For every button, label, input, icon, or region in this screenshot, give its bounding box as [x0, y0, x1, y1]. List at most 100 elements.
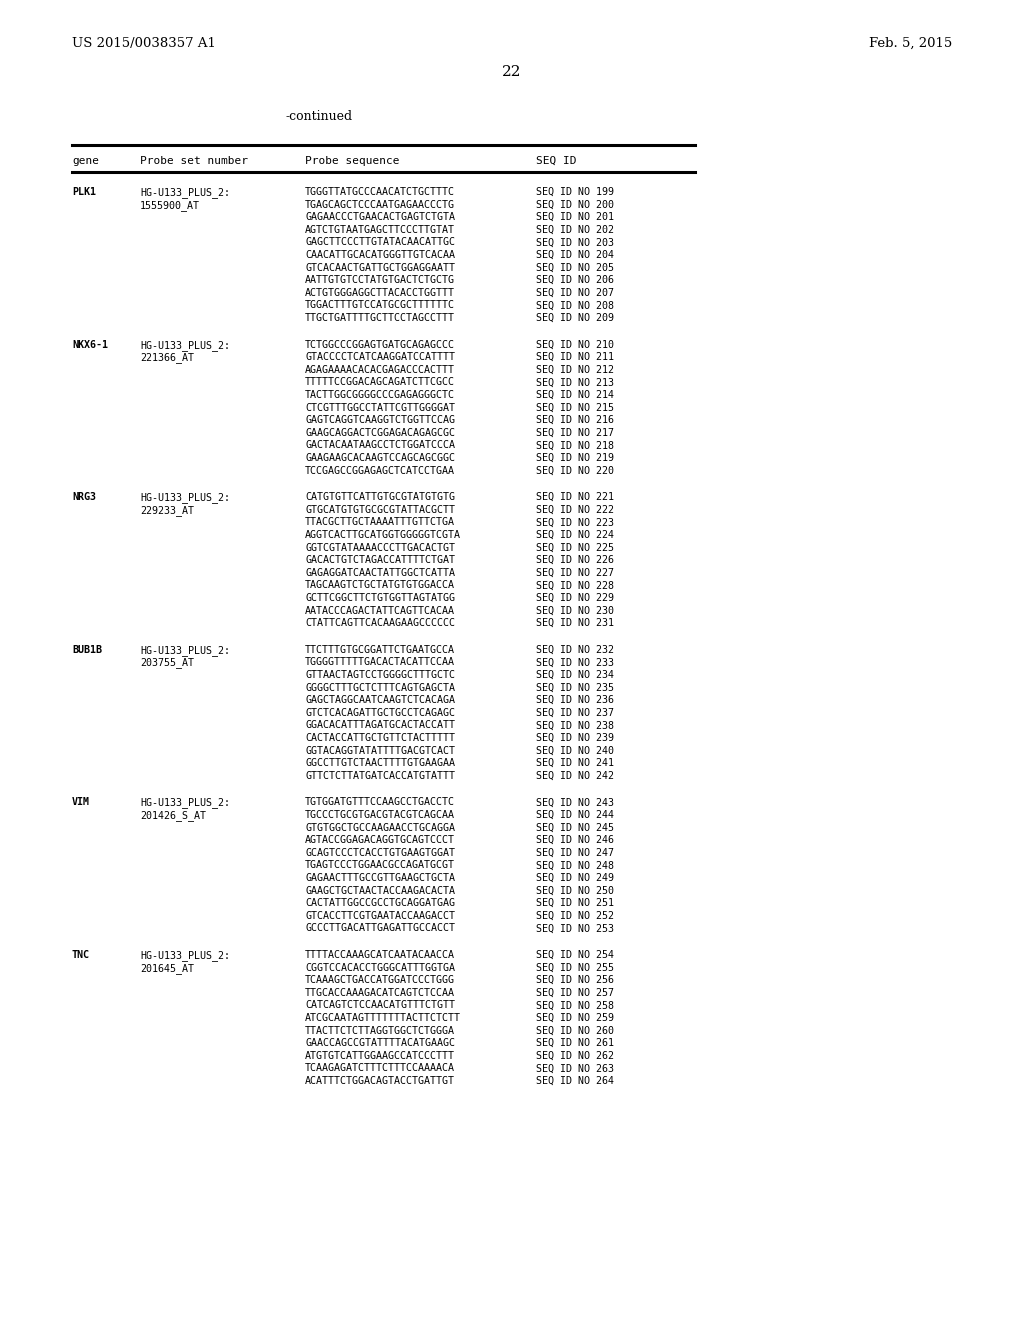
Text: SEQ ID NO 206: SEQ ID NO 206	[536, 275, 614, 285]
Text: 203755_AT: 203755_AT	[140, 657, 194, 668]
Text: AGGTCACTTGCATGGTGGGGGTCGTA: AGGTCACTTGCATGGTGGGGGTCGTA	[305, 531, 461, 540]
Text: SEQ ID NO 221: SEQ ID NO 221	[536, 492, 614, 502]
Text: SEQ ID: SEQ ID	[536, 156, 577, 166]
Text: SEQ ID NO 244: SEQ ID NO 244	[536, 810, 614, 820]
Text: SEQ ID NO 223: SEQ ID NO 223	[536, 517, 614, 528]
Text: SEQ ID NO 245: SEQ ID NO 245	[536, 822, 614, 833]
Text: SEQ ID NO 209: SEQ ID NO 209	[536, 313, 614, 323]
Text: GACACTGTCTAGACCATTTTCTGAT: GACACTGTCTAGACCATTTTCTGAT	[305, 556, 455, 565]
Text: 221366_AT: 221366_AT	[140, 352, 194, 363]
Text: TGCCCTGCGTGACGTACGTCAGCAA: TGCCCTGCGTGACGTACGTCAGCAA	[305, 810, 455, 820]
Text: GTTAACTAGTCCTGGGGCTTTGCTC: GTTAACTAGTCCTGGGGCTTTGCTC	[305, 671, 455, 680]
Text: SEQ ID NO 211: SEQ ID NO 211	[536, 352, 614, 362]
Text: SEQ ID NO 231: SEQ ID NO 231	[536, 618, 614, 628]
Text: SEQ ID NO 242: SEQ ID NO 242	[536, 771, 614, 781]
Text: TNC: TNC	[72, 950, 90, 960]
Text: TTTTACCAAAGCATCAATACAACCA: TTTTACCAAAGCATCAATACAACCA	[305, 950, 455, 960]
Text: ACATTTCTGGACAGTACCTGATTGT: ACATTTCTGGACAGTACCTGATTGT	[305, 1076, 455, 1086]
Text: HG-U133_PLUS_2:: HG-U133_PLUS_2:	[140, 492, 230, 503]
Text: ACTGTGGGAGGCTTACACCTGGTTT: ACTGTGGGAGGCTTACACCTGGTTT	[305, 288, 455, 298]
Text: GCAGTCCCTCACCTGTGAAGTGGAT: GCAGTCCCTCACCTGTGAAGTGGAT	[305, 847, 455, 858]
Text: SEQ ID NO 249: SEQ ID NO 249	[536, 873, 614, 883]
Text: SEQ ID NO 254: SEQ ID NO 254	[536, 950, 614, 960]
Text: GAGAACCCTGAACACTGAGTCTGTA: GAGAACCCTGAACACTGAGTCTGTA	[305, 213, 455, 222]
Text: SEQ ID NO 235: SEQ ID NO 235	[536, 682, 614, 693]
Text: TGAGCAGCTCCCAATGAGAACCCTG: TGAGCAGCTCCCAATGAGAACCCTG	[305, 199, 455, 210]
Text: -continued: -continued	[285, 110, 352, 123]
Text: GAGCTTCCCTTGTATACAACATTGC: GAGCTTCCCTTGTATACAACATTGC	[305, 238, 455, 247]
Text: TGTGGATGTTTCCAAGCCTGACCTC: TGTGGATGTTTCCAAGCCTGACCTC	[305, 797, 455, 808]
Text: CGGTCCACACCTGGGCATTTGGTGA: CGGTCCACACCTGGGCATTTGGTGA	[305, 962, 455, 973]
Text: GGACACATTTAGATGCACTACCATT: GGACACATTTAGATGCACTACCATT	[305, 721, 455, 730]
Text: Probe sequence: Probe sequence	[305, 156, 399, 166]
Text: AGTACCGGAGACAGGTGCAGTCCCT: AGTACCGGAGACAGGTGCAGTCCCT	[305, 836, 455, 845]
Text: SEQ ID NO 222: SEQ ID NO 222	[536, 504, 614, 515]
Text: SEQ ID NO 243: SEQ ID NO 243	[536, 797, 614, 808]
Text: SEQ ID NO 257: SEQ ID NO 257	[536, 987, 614, 998]
Text: GTCACCTTCGTGAATACCAAGACCT: GTCACCTTCGTGAATACCAAGACCT	[305, 911, 455, 921]
Text: SEQ ID NO 246: SEQ ID NO 246	[536, 836, 614, 845]
Text: CTCGTTTGGCCTATTCGTTGGGGAT: CTCGTTTGGCCTATTCGTTGGGGAT	[305, 403, 455, 413]
Text: SEQ ID NO 210: SEQ ID NO 210	[536, 339, 614, 350]
Text: HG-U133_PLUS_2:: HG-U133_PLUS_2:	[140, 187, 230, 198]
Text: SEQ ID NO 262: SEQ ID NO 262	[536, 1051, 614, 1061]
Text: GCCCTTGACATTGAGATTGCCACCT: GCCCTTGACATTGAGATTGCCACCT	[305, 924, 455, 933]
Text: SEQ ID NO 226: SEQ ID NO 226	[536, 556, 614, 565]
Text: SEQ ID NO 240: SEQ ID NO 240	[536, 746, 614, 755]
Text: TTACTTCTCTTAGGTGGCTCTGGGA: TTACTTCTCTTAGGTGGCTCTGGGA	[305, 1026, 455, 1036]
Text: 229233_AT: 229233_AT	[140, 504, 194, 516]
Text: GAGAACTTTGCCGTTGAAGCTGCTA: GAGAACTTTGCCGTTGAAGCTGCTA	[305, 873, 455, 883]
Text: SEQ ID NO 260: SEQ ID NO 260	[536, 1026, 614, 1036]
Text: GAGCTAGGCAATCAAGTCTCACAGA: GAGCTAGGCAATCAAGTCTCACAGA	[305, 696, 455, 705]
Text: SEQ ID NO 208: SEQ ID NO 208	[536, 301, 614, 310]
Text: NRG3: NRG3	[72, 492, 96, 502]
Text: SEQ ID NO 214: SEQ ID NO 214	[536, 389, 614, 400]
Text: SEQ ID NO 228: SEQ ID NO 228	[536, 581, 614, 590]
Text: SEQ ID NO 230: SEQ ID NO 230	[536, 606, 614, 615]
Text: TTGCTGATTTTGCTTCCTAGCCTTT: TTGCTGATTTTGCTTCCTAGCCTTT	[305, 313, 455, 323]
Text: SEQ ID NO 234: SEQ ID NO 234	[536, 671, 614, 680]
Text: SEQ ID NO 263: SEQ ID NO 263	[536, 1064, 614, 1073]
Text: GTCACAACTGATTGCTGGAGGAATT: GTCACAACTGATTGCTGGAGGAATT	[305, 263, 455, 273]
Text: AATTGTGTCCTATGTGACTCTGCTG: AATTGTGTCCTATGTGACTCTGCTG	[305, 275, 455, 285]
Text: TGGGGTTTTTGACACTACATTCCAA: TGGGGTTTTTGACACTACATTCCAA	[305, 657, 455, 668]
Text: US 2015/0038357 A1: US 2015/0038357 A1	[72, 37, 216, 50]
Text: GAGAGGATCAACTATTGGCTCATTA: GAGAGGATCAACTATTGGCTCATTA	[305, 568, 455, 578]
Text: GAAGCAGGACTCGGAGACAGAGCGC: GAAGCAGGACTCGGAGACAGAGCGC	[305, 428, 455, 438]
Text: TCAAGAGATCTTTCTTTCCAAAACA: TCAAGAGATCTTTCTTTCCAAAACA	[305, 1064, 455, 1073]
Text: SEQ ID NO 252: SEQ ID NO 252	[536, 911, 614, 921]
Text: gene: gene	[72, 156, 99, 166]
Text: SEQ ID NO 204: SEQ ID NO 204	[536, 249, 614, 260]
Text: SEQ ID NO 203: SEQ ID NO 203	[536, 238, 614, 247]
Text: 201426_S_AT: 201426_S_AT	[140, 810, 206, 821]
Text: GAGTCAGGTCAAGGTCTGGTTCCAG: GAGTCAGGTCAAGGTCTGGTTCCAG	[305, 416, 455, 425]
Text: SEQ ID NO 239: SEQ ID NO 239	[536, 733, 614, 743]
Text: TACTTGGCGGGGCCCGAGAGGGCTC: TACTTGGCGGGGCCCGAGAGGGCTC	[305, 389, 455, 400]
Text: SEQ ID NO 217: SEQ ID NO 217	[536, 428, 614, 438]
Text: AGTCTGTAATGAGCTTCCCTTGTAT: AGTCTGTAATGAGCTTCCCTTGTAT	[305, 224, 455, 235]
Text: GTGTGGCTGCCAAGAACCTGCAGGA: GTGTGGCTGCCAAGAACCTGCAGGA	[305, 822, 455, 833]
Text: SEQ ID NO 247: SEQ ID NO 247	[536, 847, 614, 858]
Text: SEQ ID NO 255: SEQ ID NO 255	[536, 962, 614, 973]
Text: GCTTCGGCTTCTGTGGTTAGTATGG: GCTTCGGCTTCTGTGGTTAGTATGG	[305, 593, 455, 603]
Text: SEQ ID NO 225: SEQ ID NO 225	[536, 543, 614, 553]
Text: TTTTTCCGGACAGCAGATCTTCGCC: TTTTTCCGGACAGCAGATCTTCGCC	[305, 378, 455, 387]
Text: CATGTGTTCATTGTGCGTATGTGTG: CATGTGTTCATTGTGCGTATGTGTG	[305, 492, 455, 502]
Text: TCAAAGCTGACCATGGATCCCTGGG: TCAAAGCTGACCATGGATCCCTGGG	[305, 975, 455, 985]
Text: ATCGCAATAGTTTTTTTACTTCTCTT: ATCGCAATAGTTTTTTTACTTCTCTT	[305, 1012, 461, 1023]
Text: CACTACCATTGCTGTTCTACTTTTT: CACTACCATTGCTGTTCTACTTTTT	[305, 733, 455, 743]
Text: SEQ ID NO 212: SEQ ID NO 212	[536, 364, 614, 375]
Text: CTATTCAGTTCACAAGAAGCCCCCC: CTATTCAGTTCACAAGAAGCCCCCC	[305, 618, 455, 628]
Text: VIM: VIM	[72, 797, 90, 808]
Text: 22: 22	[502, 65, 522, 79]
Text: GAAGCTGCTAACTACCAAGACACTA: GAAGCTGCTAACTACCAAGACACTA	[305, 886, 455, 895]
Text: SEQ ID NO 213: SEQ ID NO 213	[536, 378, 614, 387]
Text: SEQ ID NO 199: SEQ ID NO 199	[536, 187, 614, 197]
Text: SEQ ID NO 219: SEQ ID NO 219	[536, 453, 614, 463]
Text: SEQ ID NO 237: SEQ ID NO 237	[536, 708, 614, 718]
Text: SEQ ID NO 241: SEQ ID NO 241	[536, 758, 614, 768]
Text: GGGGCTTTGCTCTTTCAGTGAGCTA: GGGGCTTTGCTCTTTCAGTGAGCTA	[305, 682, 455, 693]
Text: Feb. 5, 2015: Feb. 5, 2015	[868, 37, 952, 50]
Text: SEQ ID NO 218: SEQ ID NO 218	[536, 441, 614, 450]
Text: ATGTGTCATTGGAAGCCATCCCTTT: ATGTGTCATTGGAAGCCATCCCTTT	[305, 1051, 455, 1061]
